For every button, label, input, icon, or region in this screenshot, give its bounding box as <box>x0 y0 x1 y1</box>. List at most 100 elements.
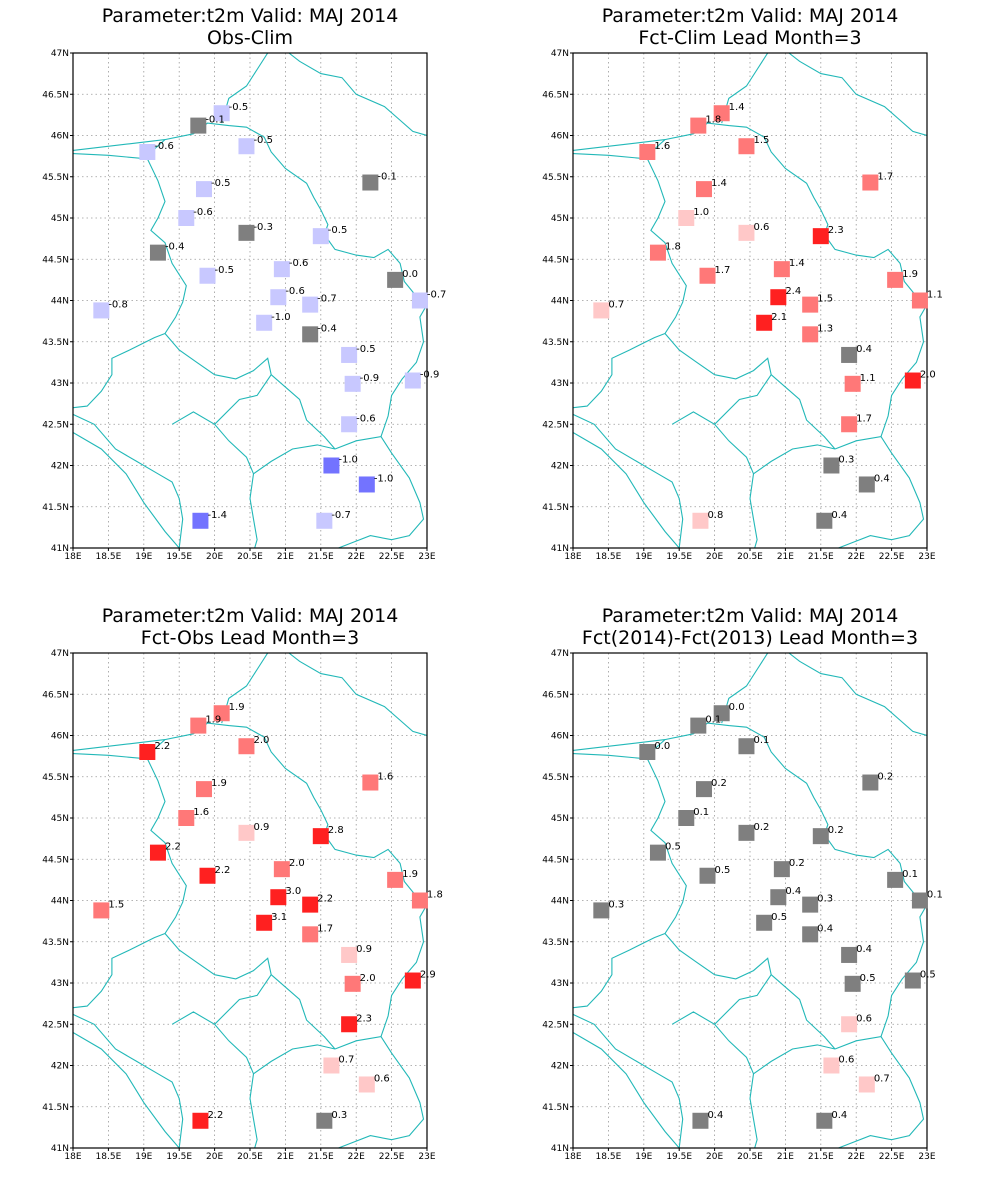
station-value-label: 2.0 <box>253 735 269 746</box>
lon-tick-label: 20E <box>706 552 723 562</box>
station-values: 0.0 0.1 0.0 0.1 0.2 0.2 0.1 0.2 0.2 0.5 0.2 0.5 0.1 0… <box>593 702 943 1129</box>
lat-tick-label: 44N <box>551 297 569 307</box>
lon-tick-label: 20.5E <box>737 552 763 562</box>
grid-lines <box>573 653 927 1148</box>
lat-tick-label: 43.5N <box>42 338 69 348</box>
border-line <box>73 739 166 751</box>
station-marker <box>312 828 329 845</box>
station-marker <box>823 1057 840 1074</box>
station-marker <box>238 138 255 155</box>
station-marker <box>411 292 428 309</box>
station-marker <box>195 181 212 198</box>
lon-tick-label: 22E <box>348 552 365 562</box>
station-value-label: 0.4 <box>817 923 833 934</box>
station-marker <box>773 861 790 878</box>
station-marker <box>904 372 921 389</box>
station-value-label: -0.7 <box>317 294 337 305</box>
station-marker <box>816 512 833 529</box>
station-marker <box>699 267 716 284</box>
border-line <box>788 653 927 737</box>
border-line <box>73 722 427 906</box>
border-line <box>253 444 336 475</box>
station-marker <box>341 416 358 433</box>
station-marker <box>358 1076 375 1093</box>
panel-subtitle: Fct-Clim Lead Month=3 <box>638 27 861 49</box>
station-marker <box>802 896 819 913</box>
station-value-label: -0.6 <box>356 413 376 424</box>
lat-tick-label: 42N <box>551 1062 569 1072</box>
lon-tick-label: 21.5E <box>808 1152 834 1162</box>
station-value-label: 2.2 <box>207 1110 223 1121</box>
station-values: 1.4 1.8 1.6 1.5 1.7 1.4 1.0 0.6 2.3 1.8 1.4 1.7 1.9 2… <box>593 102 943 529</box>
station-value-label: 2.2 <box>154 741 170 752</box>
station-value-label: -0.6 <box>193 207 213 218</box>
station-marker <box>213 105 230 122</box>
station-marker <box>362 174 379 191</box>
station-value-label: 1.1 <box>860 373 876 384</box>
station-marker <box>93 302 110 319</box>
station-marker <box>302 896 319 913</box>
station-value-label: -0.9 <box>420 370 440 381</box>
lon-tick-label: 19.5E <box>666 1152 692 1162</box>
border-line <box>834 435 925 548</box>
station-value-label: 0.5 <box>665 842 681 853</box>
station-value-label: -0.5 <box>328 225 348 236</box>
station-marker <box>341 346 358 363</box>
border-line <box>573 332 666 409</box>
station-marker <box>770 289 787 306</box>
station-value-label: -0.4 <box>165 242 185 253</box>
station-marker <box>344 375 361 392</box>
station-value-label: 2.1 <box>771 312 787 323</box>
station-value-label: 1.7 <box>317 923 333 934</box>
station-marker <box>695 781 712 798</box>
border-line <box>753 1044 836 1075</box>
station-marker <box>639 744 656 760</box>
station-value-label: 0.3 <box>817 894 833 905</box>
border-line <box>573 432 680 548</box>
lon-tick-label: 19.5E <box>166 1152 192 1162</box>
panel-title: Parameter:t2m Valid: MAJ 2014 <box>102 605 399 627</box>
station-marker <box>756 314 773 331</box>
station-value-label: -0.6 <box>289 258 309 269</box>
station-value-label: 1.7 <box>715 265 731 276</box>
station-value-label: 2.2 <box>165 842 181 853</box>
border-line <box>573 932 666 1009</box>
station-marker <box>738 138 755 155</box>
lat-tick-label: 44.5N <box>42 255 69 265</box>
station-value-label: 1.5 <box>817 294 833 305</box>
lon-tick-label: 19E <box>635 1152 652 1162</box>
lat-tick-label: 45N <box>551 214 569 224</box>
station-value-label: -0.5 <box>229 102 249 113</box>
lat-tick-label: 45.5N <box>542 773 569 783</box>
station-marker <box>841 946 858 963</box>
border-line <box>171 411 258 548</box>
border-line <box>671 411 758 548</box>
border-line <box>73 932 166 1009</box>
station-marker <box>756 914 773 931</box>
border-line <box>146 158 187 334</box>
station-value-label: 1.8 <box>705 115 721 126</box>
station-value-label: 0.6 <box>856 1013 872 1024</box>
lat-tick-label: 46.5N <box>542 90 569 100</box>
station-marker <box>844 975 861 992</box>
station-marker <box>841 416 858 433</box>
station-value-label: 1.6 <box>193 807 209 818</box>
station-marker <box>190 117 207 134</box>
border-line <box>880 304 927 437</box>
station-value-label: 0.2 <box>877 772 893 783</box>
lat-tick-label: 46.5N <box>42 690 69 700</box>
station-value-label: -0.3 <box>253 222 273 233</box>
station-marker <box>178 810 195 826</box>
station-marker <box>841 346 858 363</box>
lon-tick-label: 22.5E <box>879 552 905 562</box>
lon-tick-label: 19E <box>135 1152 152 1162</box>
station-marker <box>773 261 790 278</box>
station-marker <box>823 457 840 474</box>
station-value-label: -0.5 <box>215 265 235 276</box>
station-value-label: -0.4 <box>317 323 337 334</box>
border-line <box>73 1013 184 1148</box>
station-value-label: 2.9 <box>420 970 436 981</box>
lat-tick-label: 44.5N <box>542 255 569 265</box>
station-marker <box>911 292 928 309</box>
